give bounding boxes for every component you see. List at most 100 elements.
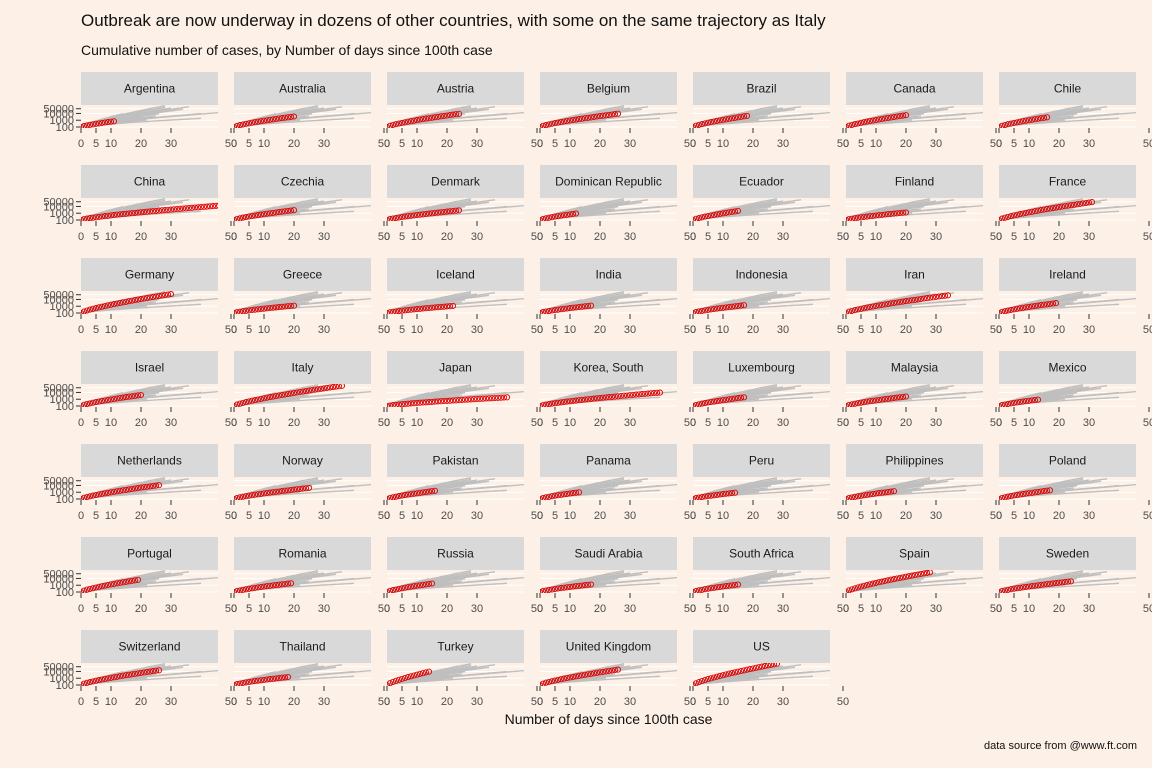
data-point xyxy=(92,399,100,406)
x-tick-label: 10 xyxy=(717,138,729,150)
data-point xyxy=(878,115,886,122)
data-point xyxy=(713,117,721,124)
data-point xyxy=(1028,397,1036,404)
data-point xyxy=(251,119,259,126)
strip-label: Belgium xyxy=(587,82,630,96)
data-point xyxy=(416,116,424,123)
data-point xyxy=(1019,210,1027,217)
data-point xyxy=(1028,208,1036,215)
x-tick-label: 5 xyxy=(858,231,864,243)
data-point xyxy=(719,210,727,217)
data-point xyxy=(650,390,658,397)
x-tick-label: 50 xyxy=(225,603,237,615)
data-point xyxy=(884,300,892,307)
strip-background xyxy=(234,258,371,291)
data-point xyxy=(725,396,733,403)
strip-label: Japan xyxy=(439,361,472,375)
data-point xyxy=(284,207,292,214)
data-point xyxy=(95,491,103,498)
x-tick-label: 5 xyxy=(399,603,405,615)
data-point xyxy=(290,389,298,397)
strip-background xyxy=(387,444,524,477)
x-tick-label: 20 xyxy=(747,510,759,522)
data-point xyxy=(701,213,709,220)
data-point xyxy=(548,214,556,221)
x-tick-label: 5 xyxy=(858,324,864,336)
highlight-series xyxy=(234,302,298,314)
data-point xyxy=(407,583,415,590)
data-point xyxy=(578,582,586,589)
data-point xyxy=(587,581,595,588)
data-point xyxy=(737,302,745,309)
x-tick-label: 50 xyxy=(990,324,1002,336)
data-point xyxy=(593,395,601,402)
data-point xyxy=(1004,213,1012,220)
data-point xyxy=(239,308,247,314)
data-point xyxy=(234,495,238,500)
data-point xyxy=(854,120,862,127)
strip-background xyxy=(693,537,830,570)
data-point xyxy=(431,114,439,121)
data-point xyxy=(704,119,712,126)
data-point xyxy=(881,301,889,308)
data-point xyxy=(413,490,421,497)
x-tick-label: 10 xyxy=(258,324,270,336)
data-point xyxy=(569,583,577,590)
data-point xyxy=(887,210,895,217)
data-point xyxy=(437,303,445,310)
x-tick-label: 0 xyxy=(384,603,390,615)
data-point xyxy=(137,296,145,303)
data-point xyxy=(329,384,337,391)
data-point xyxy=(1037,302,1045,309)
x-tick-label: 0 xyxy=(231,696,237,708)
data-point xyxy=(446,303,454,310)
data-point xyxy=(854,400,862,407)
data-point xyxy=(191,204,199,211)
data-point xyxy=(311,386,319,393)
data-point xyxy=(137,484,145,491)
x-tick-label: 20 xyxy=(135,696,147,708)
x-tick-label: 0 xyxy=(690,417,696,429)
data-point xyxy=(731,669,739,676)
data-point xyxy=(866,398,874,405)
data-point xyxy=(149,208,157,215)
data-point xyxy=(560,584,568,591)
x-tick-label: 0 xyxy=(78,231,84,243)
data-point xyxy=(740,667,748,674)
data-point xyxy=(164,206,172,213)
data-point xyxy=(239,586,247,593)
data-point xyxy=(428,114,436,121)
data-point xyxy=(710,118,718,125)
data-point xyxy=(857,399,865,406)
data-point xyxy=(86,121,94,128)
x-tick-label: 50 xyxy=(837,231,849,243)
data-point xyxy=(266,210,274,217)
data-point xyxy=(734,581,742,588)
data-point xyxy=(401,307,409,314)
data-point xyxy=(734,302,742,309)
strip-label: Italy xyxy=(291,361,313,375)
data-point xyxy=(236,587,244,593)
strip-label: Germany xyxy=(125,268,174,282)
data-point xyxy=(128,577,136,584)
data-point xyxy=(905,573,913,580)
data-point xyxy=(104,302,112,309)
x-tick-label: 10 xyxy=(564,510,576,522)
data-point xyxy=(701,586,709,593)
data-point xyxy=(500,394,508,401)
highlight-series xyxy=(234,580,295,593)
data-point xyxy=(407,673,415,680)
data-point xyxy=(1007,400,1015,407)
data-point xyxy=(851,121,859,128)
data-point xyxy=(503,394,511,401)
data-point xyxy=(131,577,139,584)
data-point xyxy=(644,390,652,397)
data-point xyxy=(248,212,256,220)
data-point xyxy=(1031,302,1039,310)
data-point xyxy=(257,490,265,497)
data-point xyxy=(572,116,580,123)
data-point xyxy=(92,584,100,591)
